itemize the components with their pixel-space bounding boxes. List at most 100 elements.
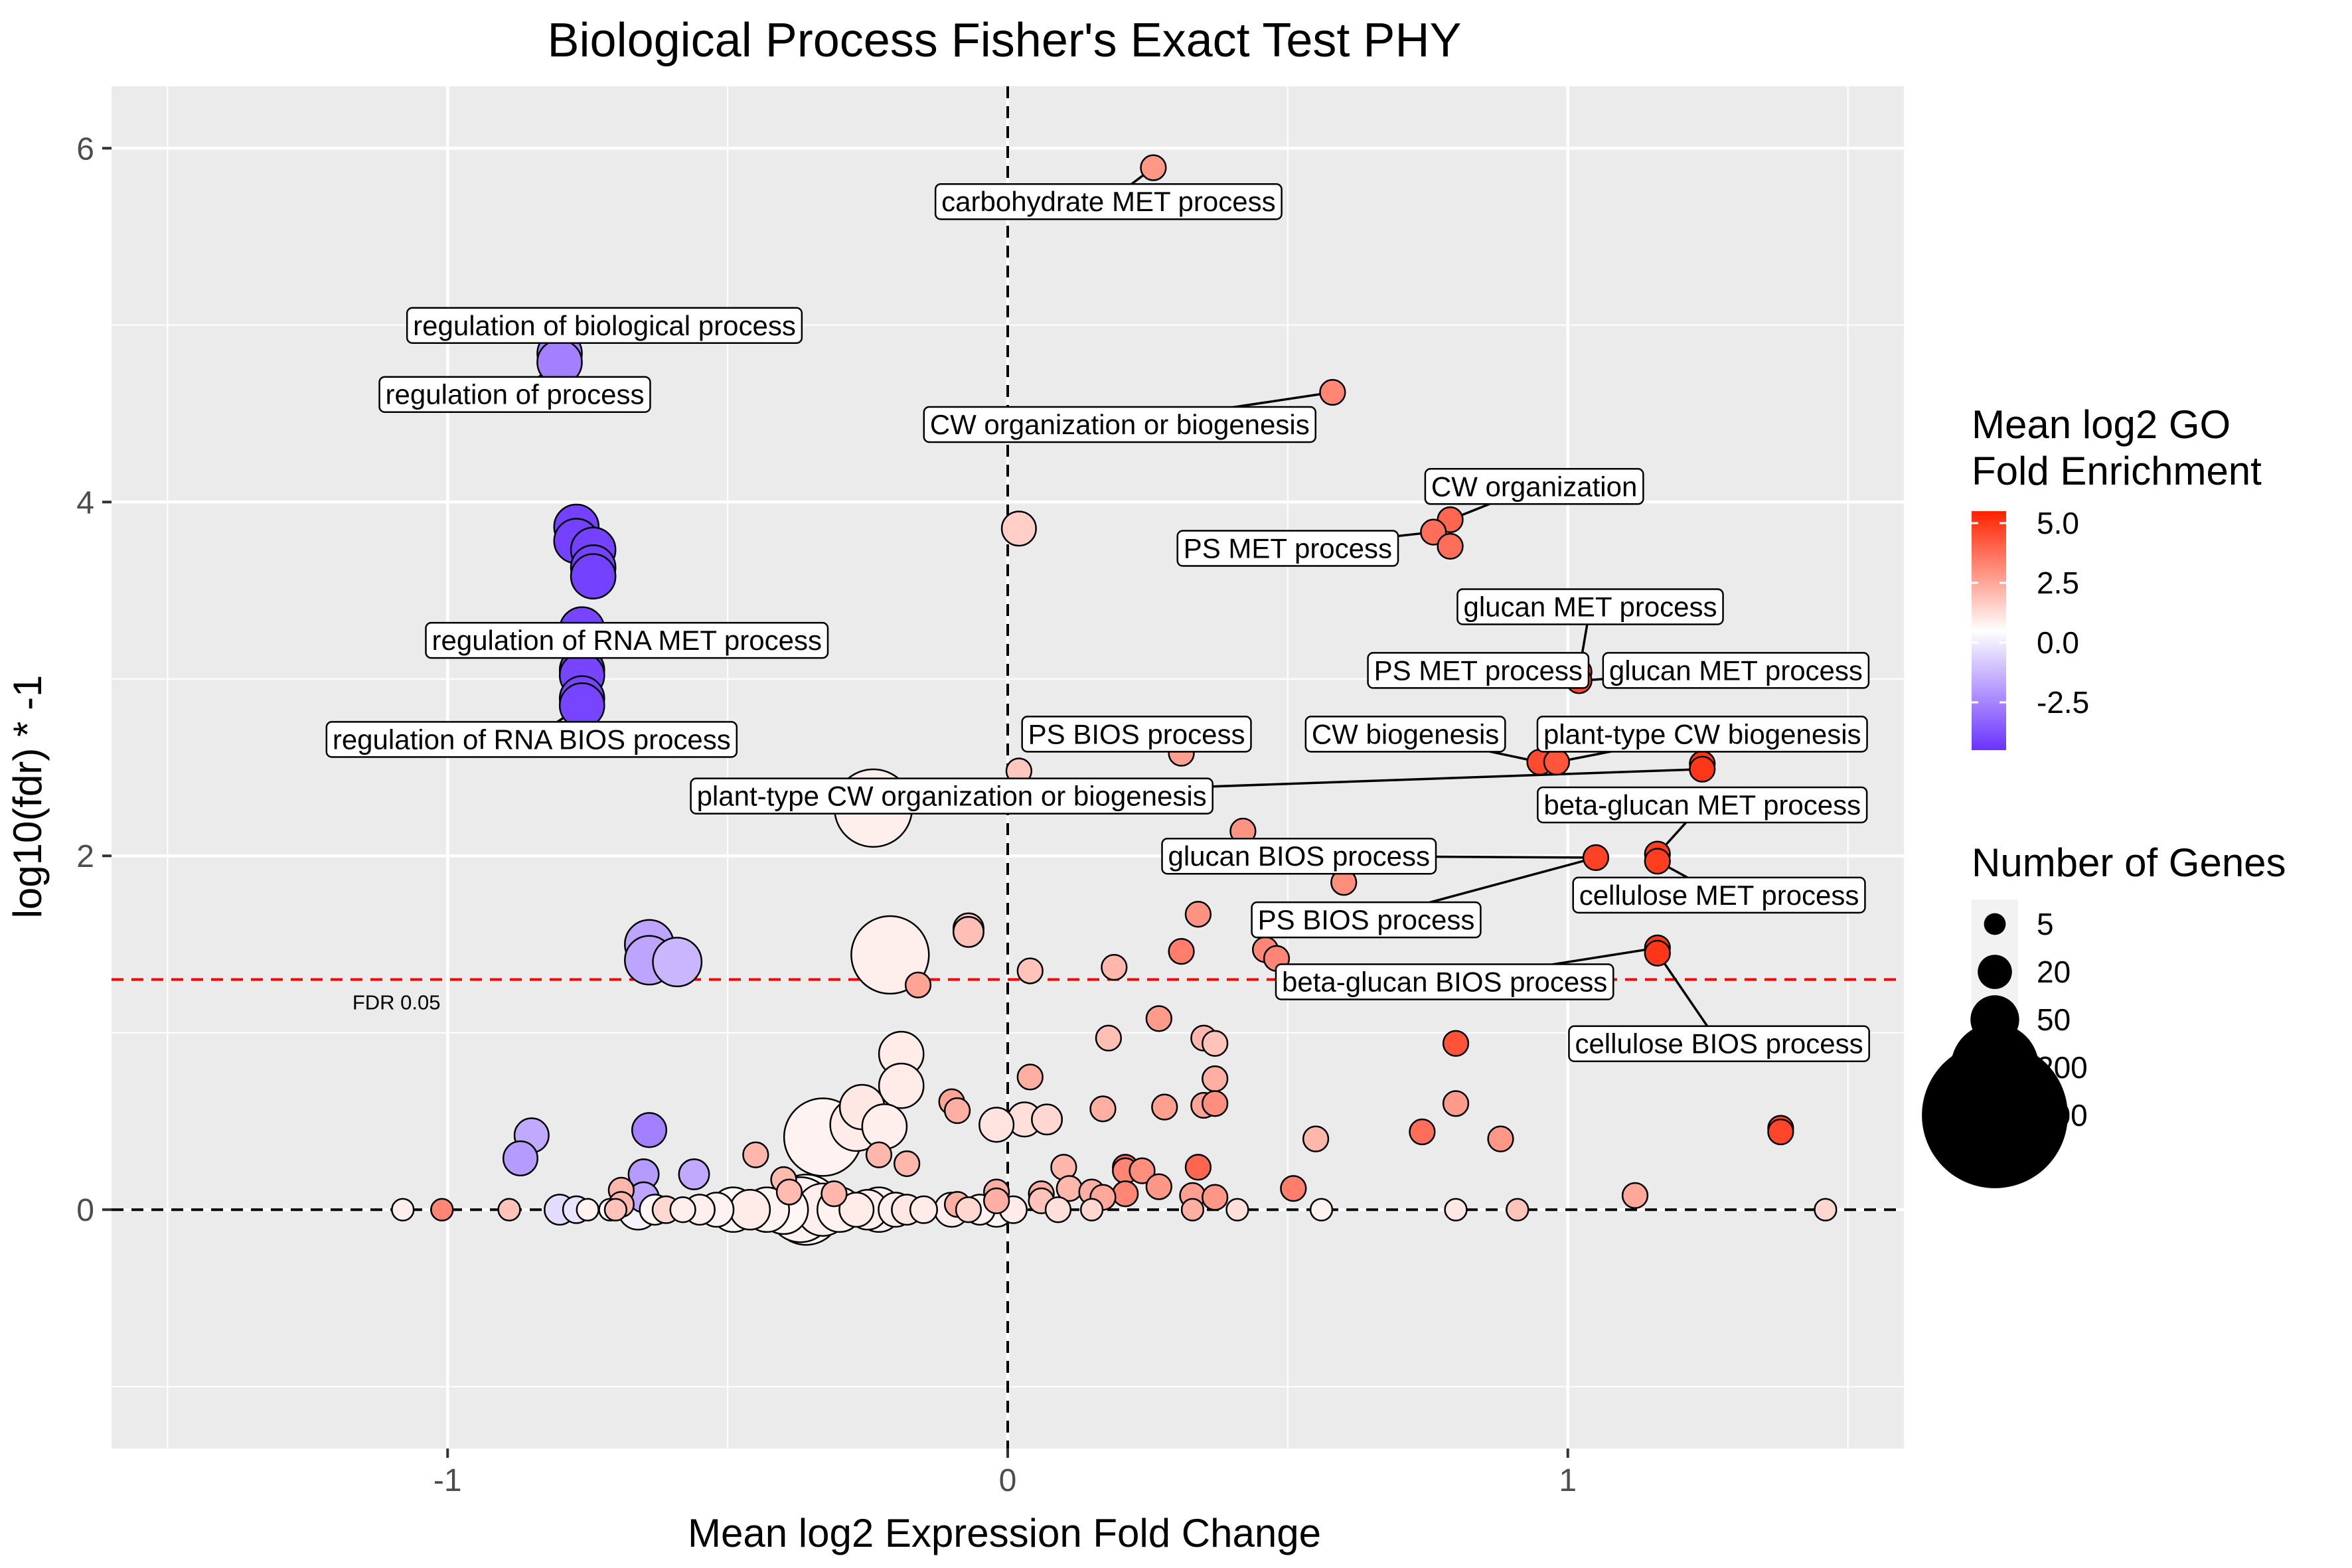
y-tick-label: 2 xyxy=(76,839,94,874)
data-point xyxy=(1180,1198,1205,1221)
annotation-text: regulation of biological process xyxy=(413,310,796,341)
data-point xyxy=(1089,1095,1117,1123)
data-point xyxy=(893,1150,921,1178)
color-legend-title-line1: Mean log2 GO xyxy=(1972,402,2231,447)
data-point xyxy=(1487,1125,1514,1152)
data-point xyxy=(1044,1196,1072,1223)
data-point xyxy=(1621,1182,1649,1210)
data-point xyxy=(1145,1005,1172,1032)
data-point xyxy=(979,1107,1015,1143)
fdr-line-label: FDR 0.05 xyxy=(353,991,441,1014)
annotation-text: CW biogenesis xyxy=(1312,718,1499,749)
data-point xyxy=(1000,510,1037,547)
data-point xyxy=(838,1192,875,1228)
x-tick-label: 1 xyxy=(1559,1463,1577,1498)
data-point xyxy=(1095,1024,1123,1052)
annotation-text: beta-glucan BIOS process xyxy=(1282,966,1607,997)
annotation-label: CW biogenesis xyxy=(1304,716,1506,753)
data-point xyxy=(729,1188,771,1231)
data-point xyxy=(1016,1063,1044,1091)
data-point xyxy=(1644,939,1671,967)
data-point xyxy=(1442,1090,1470,1117)
annotation-text: glucan MET process xyxy=(1609,655,1863,686)
annotation-label: cellulose MET process xyxy=(1572,876,1866,914)
data-point xyxy=(1644,848,1671,875)
size-legend-label: 50 xyxy=(2037,1002,2071,1037)
annotation-box xyxy=(1304,716,1506,753)
data-point xyxy=(1202,1030,1229,1057)
annotation-label: cellulose BIOS process xyxy=(1568,1025,1870,1062)
annotation-box xyxy=(1537,786,1868,824)
annotation-text: cellulose MET process xyxy=(1579,880,1859,911)
data-point xyxy=(775,1178,803,1206)
y-axis-label: log10(fdr) * -1 xyxy=(5,675,50,919)
data-point xyxy=(1168,938,1195,965)
annotation-box xyxy=(1568,1025,1870,1062)
annotation-text: regulation of RNA MET process xyxy=(432,625,823,656)
y-tick-label: 6 xyxy=(76,131,94,167)
annotation-text: regulation of process xyxy=(386,379,645,410)
annotation-label: regulation of RNA BIOS process xyxy=(325,721,738,758)
data-point xyxy=(850,915,930,995)
data-point xyxy=(1079,1198,1104,1221)
size-legend-dot xyxy=(1922,1042,2068,1188)
data-point xyxy=(502,1140,538,1176)
data-point xyxy=(652,937,703,988)
data-point xyxy=(669,1196,696,1223)
data-point xyxy=(1202,1184,1229,1211)
y-tick-label: 4 xyxy=(76,485,94,520)
annotations: carbohydrate MET process regulation of bi… xyxy=(325,183,1870,1062)
annotation-label: PS BIOS process xyxy=(1021,716,1252,753)
data-point xyxy=(1101,954,1128,981)
annotation-text: PS MET process xyxy=(1184,533,1392,564)
data-point xyxy=(1016,957,1044,984)
data-point xyxy=(1319,378,1346,406)
annotation-box xyxy=(1424,468,1644,505)
annotation-box xyxy=(1275,963,1614,1000)
annotation-label: regulation of RNA MET process xyxy=(425,621,829,659)
annotation-box xyxy=(1572,876,1866,914)
annotation-label: glucan BIOS process xyxy=(1161,837,1437,875)
annotation-box xyxy=(406,307,803,345)
color-legend-title-line2: Fold Enrichment xyxy=(1972,449,2262,493)
annotation-box xyxy=(1021,716,1252,753)
data-point xyxy=(1409,1118,1436,1146)
data-point xyxy=(1814,1198,1838,1221)
size-legend-label: 5 xyxy=(2037,907,2054,941)
data-point xyxy=(904,971,932,998)
annotation-label: carbohydrate MET process xyxy=(934,183,1283,220)
annotation-box xyxy=(934,183,1283,220)
annotation-text: glucan BIOS process xyxy=(1168,840,1430,872)
data-point xyxy=(1280,1175,1307,1202)
data-point xyxy=(1140,154,1167,181)
data-point xyxy=(1184,901,1212,928)
data-point xyxy=(742,1141,769,1168)
data-point xyxy=(1184,1154,1212,1181)
data-point xyxy=(952,915,984,948)
annotation-text: PS BIOS process xyxy=(1028,718,1245,749)
annotation-text: plant-type CW biogenesis xyxy=(1543,718,1861,749)
annotation-box xyxy=(325,721,738,758)
annotation-box xyxy=(690,777,1214,815)
annotation-label: plant-type CW biogenesis xyxy=(1536,716,1868,753)
data-point xyxy=(1202,1065,1229,1093)
data-point xyxy=(576,1198,599,1221)
y-tick-label: 0 xyxy=(76,1193,94,1228)
size-legend-dot xyxy=(1984,913,2006,935)
data-point xyxy=(821,1180,848,1208)
annotation-label: CW organization or biogenesis xyxy=(923,406,1316,443)
data-point xyxy=(865,1141,893,1168)
color-legend-label: 0.0 xyxy=(2037,625,2079,660)
data-point xyxy=(1129,1157,1156,1184)
annotation-box xyxy=(1161,837,1437,875)
size-legend-dot xyxy=(1978,955,2012,989)
annotation-box xyxy=(378,376,651,413)
color-legend-label: 2.5 xyxy=(2037,566,2079,600)
x-tick-label: 0 xyxy=(999,1463,1017,1498)
size-legend-label: 20 xyxy=(2037,955,2071,989)
annotation-text: CW organization xyxy=(1431,471,1637,502)
x-tick-label: -1 xyxy=(433,1463,462,1498)
color-legend-bar xyxy=(1972,511,2006,750)
annotation-box xyxy=(1367,652,1590,689)
